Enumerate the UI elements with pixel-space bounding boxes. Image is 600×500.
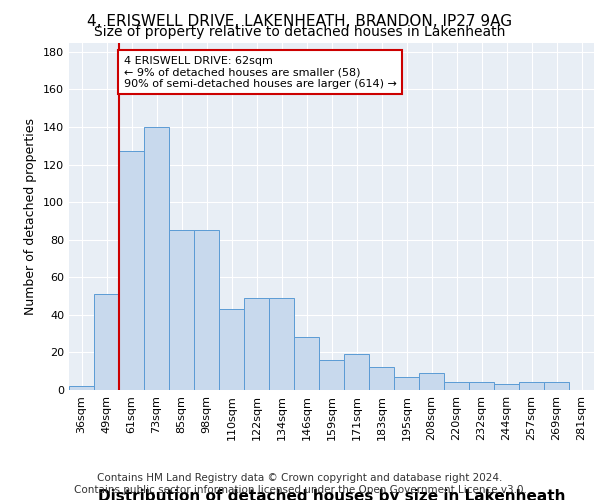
Bar — [394, 377, 419, 390]
Text: Contains HM Land Registry data © Crown copyright and database right 2024.
Contai: Contains HM Land Registry data © Crown c… — [74, 474, 526, 495]
Bar — [294, 338, 319, 390]
Bar — [194, 230, 219, 390]
Bar — [69, 386, 94, 390]
Bar — [244, 298, 269, 390]
Bar — [469, 382, 494, 390]
Bar — [494, 384, 519, 390]
Bar — [519, 382, 544, 390]
Bar — [444, 382, 469, 390]
Bar — [169, 230, 194, 390]
Y-axis label: Number of detached properties: Number of detached properties — [25, 118, 37, 315]
Text: 4 ERISWELL DRIVE: 62sqm
← 9% of detached houses are smaller (58)
90% of semi-det: 4 ERISWELL DRIVE: 62sqm ← 9% of detached… — [124, 56, 397, 89]
Bar — [344, 354, 369, 390]
Bar — [544, 382, 569, 390]
Bar — [269, 298, 294, 390]
Text: Size of property relative to detached houses in Lakenheath: Size of property relative to detached ho… — [94, 25, 506, 39]
Bar — [369, 368, 394, 390]
Bar — [144, 127, 169, 390]
Text: 4, ERISWELL DRIVE, LAKENHEATH, BRANDON, IP27 9AG: 4, ERISWELL DRIVE, LAKENHEATH, BRANDON, … — [88, 14, 512, 29]
Bar — [419, 373, 444, 390]
Bar — [119, 152, 144, 390]
Bar — [319, 360, 344, 390]
Bar — [219, 309, 244, 390]
X-axis label: Distribution of detached houses by size in Lakenheath: Distribution of detached houses by size … — [98, 488, 565, 500]
Bar — [94, 294, 119, 390]
